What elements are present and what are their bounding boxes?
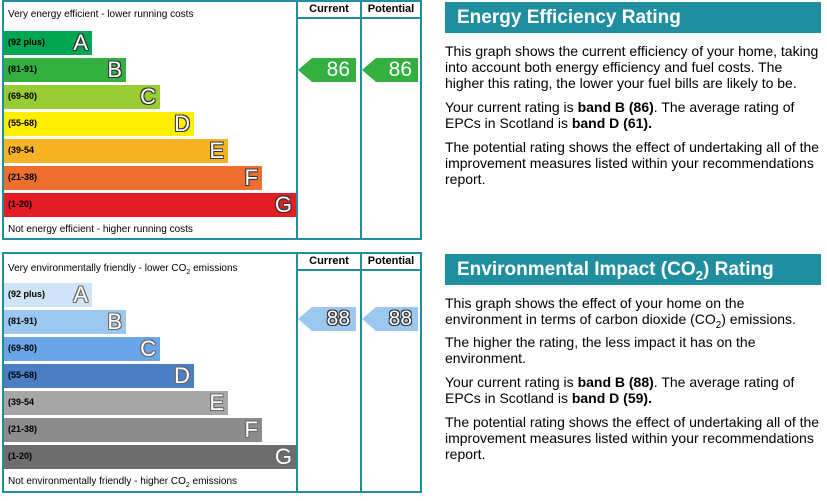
current-rating-value: 88	[326, 307, 350, 330]
band-g: (1-20) G	[4, 445, 296, 469]
environmental-impact-description: This graph shows the effect of your home…	[445, 295, 821, 470]
potential-rating-paragraph: The potential rating shows the effect of…	[445, 413, 820, 462]
environmental-impact-title: Environmental Impact (CO2) Rating	[445, 254, 821, 285]
current-rating-arrow: 86	[298, 58, 356, 82]
current-rating-arrow: 88	[298, 307, 356, 331]
bottom-caption: Not energy efficient - higher running co…	[8, 224, 193, 235]
current-column-header: Current	[309, 3, 349, 15]
band-letter: G	[274, 444, 292, 469]
current-rating-paragraph: Your current rating is band B (88). The …	[445, 373, 795, 406]
band-c: (69-80) C	[4, 337, 160, 361]
band-f: (21-38) F	[4, 166, 262, 190]
band-e: (39-54 E	[4, 139, 228, 163]
band-e: (39-54 E	[4, 391, 228, 415]
band-a: (92 plus) A	[4, 283, 92, 307]
bottom-caption: Not environmentally friendly - higher CO…	[8, 476, 238, 489]
band-a: (92 plus) A	[4, 31, 92, 55]
energy-rating-chart: Current Potential Very energy efficient …	[2, 0, 422, 240]
current-rating-paragraph: Your current rating is band B (86). The …	[445, 99, 795, 131]
band-range-label: (55-68)	[8, 370, 38, 380]
band-range-label: (1-20)	[8, 451, 33, 461]
description-paragraph: This graph shows the effect of your home…	[445, 295, 796, 366]
potential-rating-paragraph: The potential rating shows the effect of…	[445, 139, 820, 187]
band-d: (55-68) D	[4, 112, 194, 136]
band-f: (21-38) F	[4, 418, 262, 442]
divider	[360, 252, 362, 493]
potential-rating-arrow: 86	[362, 58, 418, 82]
band-letter: F	[244, 165, 258, 190]
band-letter: F	[244, 417, 258, 442]
band-range-label: (69-80)	[8, 343, 38, 353]
band-range-label: (69-80)	[8, 91, 38, 101]
band-range-label: (39-54	[8, 397, 35, 407]
energy-efficiency-description: This graph shows the current efficiency …	[445, 43, 821, 195]
band-letter: D	[174, 111, 190, 136]
description-paragraph: This graph shows the current efficiency …	[445, 43, 819, 91]
current-column-header: Current	[309, 255, 349, 267]
band-b: (81-91) B	[4, 58, 126, 82]
top-caption: Very environmentally friendly - lower CO…	[8, 263, 238, 276]
band-letter: G	[274, 192, 292, 217]
band-range-label: (21-38)	[8, 424, 38, 434]
potential-rating-value: 88	[388, 307, 412, 330]
band-b: (81-91) B	[4, 310, 126, 334]
potential-column-header: Potential	[367, 3, 415, 15]
divider	[296, 252, 298, 493]
current-rating-value: 86	[326, 58, 350, 81]
environmental-impact-chart: Current Potential Very environmentally f…	[2, 252, 422, 493]
divider	[296, 0, 298, 240]
band-letter: C	[140, 84, 156, 109]
band-range-label: (39-54	[8, 145, 35, 155]
band-letter: A	[73, 30, 88, 55]
band-letter: B	[107, 57, 122, 82]
band-range-label: (92 plus)	[8, 37, 46, 47]
band-range-label: (1-20)	[8, 199, 33, 209]
band-range-label: (55-68)	[8, 118, 38, 128]
band-range-label: (21-38)	[8, 172, 38, 182]
potential-rating-value: 86	[388, 58, 412, 81]
band-c: (69-80) C	[4, 85, 160, 109]
band-range-label: (81-91)	[8, 316, 38, 326]
band-letter: E	[209, 390, 224, 415]
divider	[298, 17, 422, 19]
divider	[360, 0, 362, 240]
band-letter: D	[174, 363, 190, 388]
band-d: (55-68) D	[4, 364, 194, 388]
potential-rating-arrow: 88	[362, 307, 418, 331]
band-letter: C	[140, 336, 156, 361]
potential-column-header: Potential	[367, 255, 415, 267]
energy-efficiency-title: Energy Efficiency Rating	[445, 2, 821, 33]
band-letter: A	[73, 282, 88, 307]
band-letter: B	[107, 309, 122, 334]
top-caption: Very energy efficient - lower running co…	[8, 9, 194, 20]
band-letter: E	[209, 138, 224, 163]
band-g: (1-20) G	[4, 193, 296, 217]
band-range-label: (92 plus)	[8, 289, 46, 299]
band-range-label: (81-91)	[8, 64, 38, 74]
divider	[298, 269, 422, 271]
